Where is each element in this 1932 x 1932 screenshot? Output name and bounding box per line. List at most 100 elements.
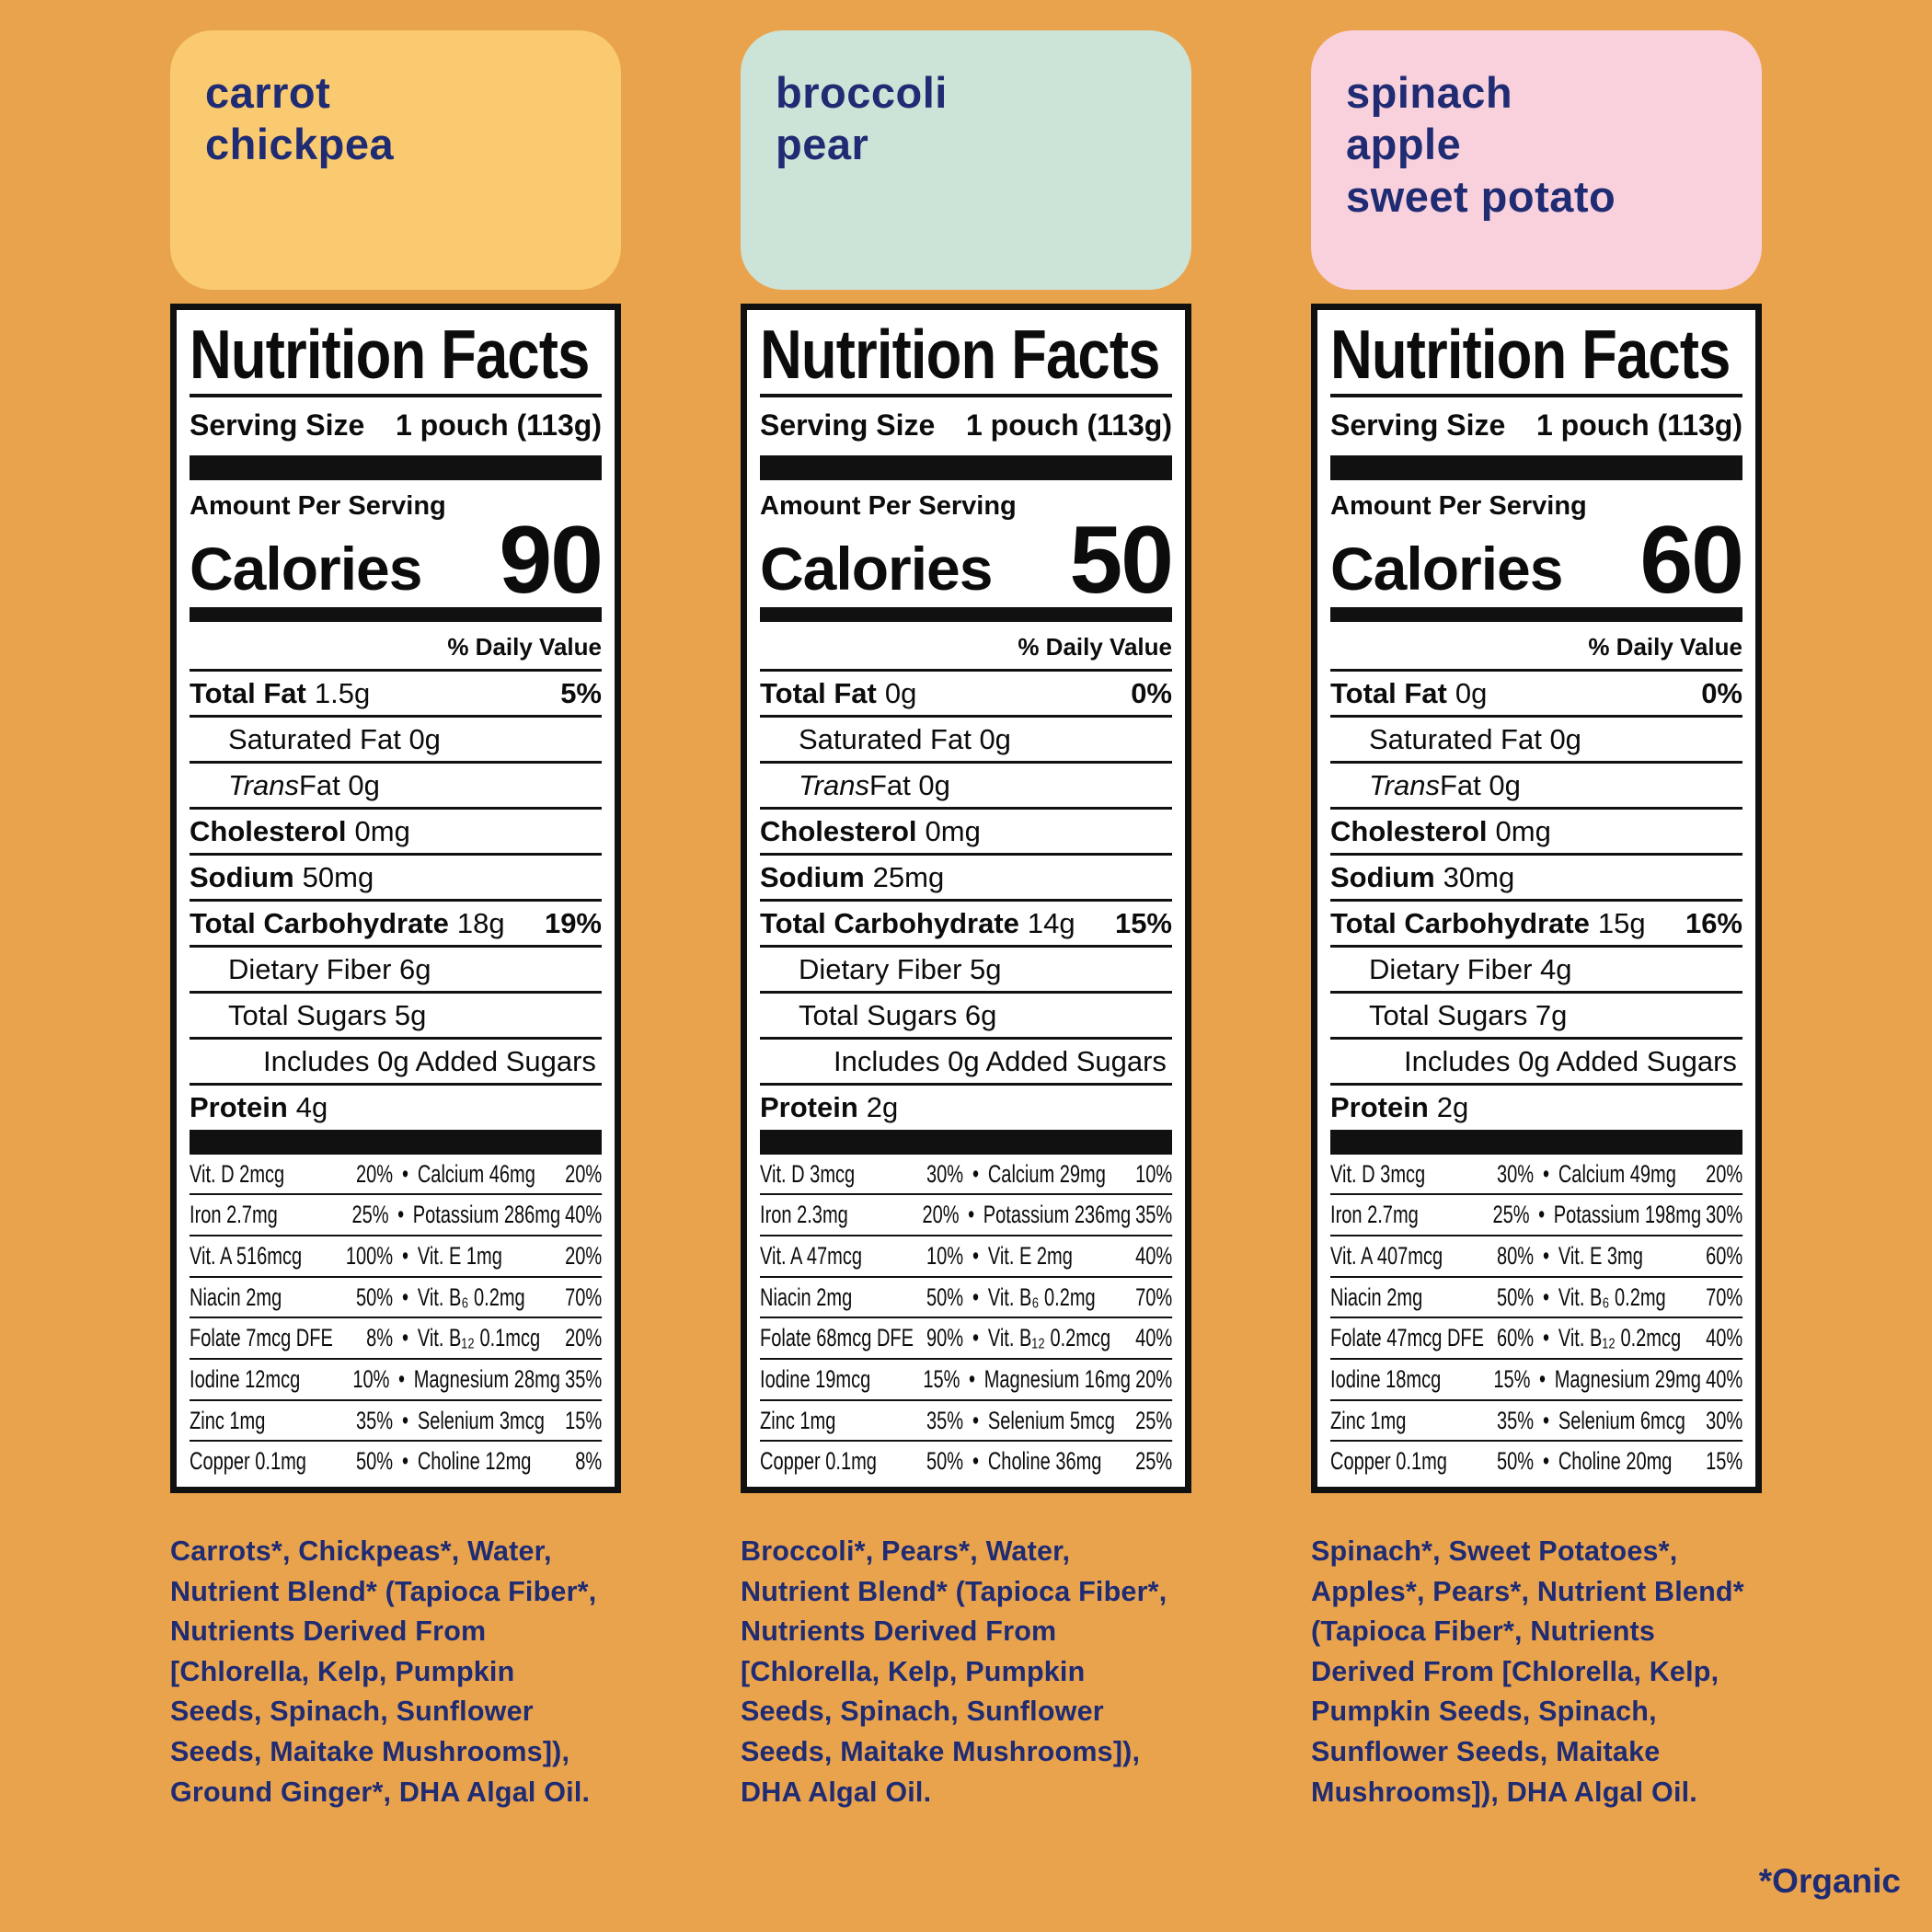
product-badge: broccoli pear bbox=[741, 30, 1191, 290]
micro-right-name: Vit. B₁₂ 0.2mcg bbox=[1558, 1324, 1682, 1352]
micro-left-name: Niacin 2mg bbox=[1330, 1282, 1423, 1311]
micro-right-name: Vit. B₁₂ 0.1mcg bbox=[417, 1324, 541, 1352]
micronutrients-table: Vit. D 3mcg 30% • Calcium 29mg 10% Iron … bbox=[760, 1155, 1173, 1478]
micro-left-percent: 15% bbox=[923, 1364, 960, 1393]
micro-right-percent: 15% bbox=[565, 1406, 603, 1434]
nutrient-row-cholesterol: Cholesterol 0mg bbox=[1330, 810, 1742, 856]
bullet-icon: • bbox=[972, 1447, 979, 1476]
micro-left-percent: 50% bbox=[1497, 1447, 1535, 1476]
daily-value-header: % Daily Value bbox=[760, 622, 1172, 672]
nutrient-row-total-fat: Total Fat 0g 0% bbox=[1330, 672, 1742, 718]
calories-label: Calories bbox=[760, 534, 993, 603]
micro-left-percent: 90% bbox=[926, 1324, 964, 1352]
serving-size-label: Serving Size bbox=[190, 408, 365, 442]
micro-right-name: Vit. B₆ 0.2mg bbox=[987, 1282, 1096, 1311]
micro-left-percent: 35% bbox=[926, 1406, 964, 1434]
micro-left-percent: 35% bbox=[356, 1406, 394, 1434]
nutrient-row-trans-fat: Trans Fat 0g bbox=[190, 764, 602, 810]
thick-bar bbox=[1330, 454, 1742, 480]
nutrient-value: 50mg bbox=[302, 860, 374, 893]
nutrient-name: Protein bbox=[1330, 1091, 1429, 1124]
thick-bar bbox=[1330, 1129, 1742, 1155]
daily-value-header: % Daily Value bbox=[1330, 622, 1742, 672]
nutrient-value: 2g bbox=[866, 1091, 899, 1124]
nutrient-row-total-sugars: Total Sugars 6g bbox=[760, 994, 1172, 1041]
micronutrient-row: Folate 47mcg DFE 60% • Vit. B₁₂ 0.2mcg 4… bbox=[1330, 1318, 1743, 1360]
nutrient-value: 30mg bbox=[1443, 860, 1515, 893]
nutrient-row-total-carbohydrate: Total Carbohydrate 14g 15% bbox=[760, 902, 1172, 949]
micronutrient-row: Iron 2.7mg 25% • Potassium 286mg 40% bbox=[190, 1195, 603, 1236]
micro-right-percent: 30% bbox=[1706, 1201, 1743, 1229]
amount-per-serving-label: Amount Per Serving bbox=[190, 490, 446, 521]
bullet-icon: • bbox=[401, 1447, 408, 1476]
micro-right-percent: 40% bbox=[565, 1201, 603, 1229]
micro-right-percent: 40% bbox=[1706, 1364, 1743, 1393]
product-column-2: spinach apple sweet potato Nutrition Fac… bbox=[1311, 30, 1762, 1812]
nutrient-value: 0mg bbox=[925, 814, 981, 847]
bullet-icon: • bbox=[401, 1406, 408, 1434]
nutrient-row-total-carbohydrate: Total Carbohydrate 15g 16% bbox=[1330, 902, 1742, 949]
bullet-icon: • bbox=[1542, 1324, 1549, 1352]
micro-left-percent: 30% bbox=[1497, 1159, 1535, 1188]
micro-left-name: Copper 0.1mg bbox=[190, 1447, 306, 1476]
micro-right-percent: 20% bbox=[1706, 1159, 1743, 1188]
nutrient-row-total-fat: Total Fat 0g 0% bbox=[760, 672, 1172, 718]
bullet-icon: • bbox=[1542, 1241, 1549, 1270]
bullet-icon: • bbox=[1538, 1201, 1546, 1229]
calories-label: Calories bbox=[190, 534, 422, 603]
thick-bar bbox=[190, 1129, 602, 1155]
bullet-icon: • bbox=[401, 1241, 408, 1270]
nutrient-name: Total Fat bbox=[190, 676, 306, 709]
micronutrient-row: Copper 0.1mg 50% • Choline 20mg 15% bbox=[1330, 1442, 1742, 1478]
bullet-icon: • bbox=[401, 1159, 408, 1188]
nutrient-row-added-sugars: Includes 0g Added Sugars bbox=[190, 1040, 602, 1087]
micronutrient-row: Vit. D 3mcg 30% • Calcium 29mg 10% bbox=[760, 1155, 1173, 1196]
micronutrient-row: Iodine 18mcg 15% • Magnesium 29mg 40% bbox=[1330, 1360, 1743, 1401]
nutrient-row-added-sugars: Includes 0g Added Sugars bbox=[1330, 1040, 1742, 1087]
product-name: broccoli pear bbox=[776, 68, 948, 169]
micro-left-percent: 25% bbox=[1492, 1201, 1530, 1229]
nutrient-name: Protein bbox=[760, 1091, 858, 1124]
nutrient-row-saturated-fat: Saturated Fat 0g bbox=[1330, 718, 1742, 764]
micro-left-name: Folate 7mcg DFE bbox=[190, 1324, 333, 1352]
micro-left-name: Vit. A 407mcg bbox=[1330, 1241, 1443, 1270]
nutrient-row-cholesterol: Cholesterol 0mg bbox=[760, 810, 1172, 856]
micro-right-percent: 70% bbox=[1706, 1282, 1743, 1311]
micro-left-percent: 50% bbox=[926, 1447, 964, 1476]
thick-bar bbox=[760, 606, 1172, 622]
amount-per-serving-label: Amount Per Serving bbox=[1330, 490, 1587, 521]
calories-value: 60 bbox=[1639, 506, 1744, 614]
thick-bar bbox=[760, 1129, 1172, 1155]
nutrient-value: 0g bbox=[1455, 676, 1488, 709]
nutrient-daily-value: 15% bbox=[1114, 907, 1172, 940]
micronutrient-row: Vit. A 516mcg 100% • Vit. E 1mg 20% bbox=[190, 1236, 603, 1278]
micro-right-name: Selenium 6mcg bbox=[1558, 1406, 1685, 1434]
bullet-icon: • bbox=[969, 1364, 976, 1393]
nutrient-text-italic: Trans bbox=[228, 768, 299, 801]
nutrient-text: Includes 0g Added Sugars bbox=[263, 1045, 596, 1078]
nutrient-row-protein: Protein 2g bbox=[1330, 1086, 1742, 1129]
nutrient-name: Cholesterol bbox=[1330, 814, 1488, 847]
divider bbox=[1330, 393, 1742, 397]
micro-left-name: Folate 47mcg DFE bbox=[1330, 1324, 1485, 1352]
micro-right-percent: 40% bbox=[1135, 1241, 1173, 1270]
micro-right-name: Calcium 49mg bbox=[1558, 1159, 1676, 1188]
amount-per-serving-label: Amount Per Serving bbox=[760, 490, 1017, 521]
nutrient-value: 0mg bbox=[354, 814, 410, 847]
micronutrient-row: Folate 7mcg DFE 8% • Vit. B₁₂ 0.1mcg 20% bbox=[190, 1318, 603, 1360]
micro-right-name: Magnesium 29mg bbox=[1554, 1364, 1701, 1393]
micro-right-percent: 20% bbox=[565, 1241, 603, 1270]
micro-right-name: Potassium 236mg bbox=[983, 1201, 1132, 1229]
nutrient-name: Total Fat bbox=[760, 676, 877, 709]
nutrient-text: Saturated Fat 0g bbox=[228, 722, 441, 755]
micro-left-name: Iron 2.3mg bbox=[760, 1201, 848, 1229]
bullet-icon: • bbox=[972, 1324, 979, 1352]
nutrient-row-saturated-fat: Saturated Fat 0g bbox=[760, 718, 1172, 764]
bullet-icon: • bbox=[1539, 1364, 1547, 1393]
micro-left-percent: 50% bbox=[356, 1282, 394, 1311]
bullet-icon: • bbox=[397, 1201, 405, 1229]
micro-right-percent: 35% bbox=[565, 1364, 603, 1393]
micro-left-percent: 100% bbox=[345, 1241, 394, 1270]
ingredients-text: Spinach*, Sweet Potatoes*, Apples*, Pear… bbox=[1311, 1535, 1744, 1808]
micro-right-name: Calcium 29mg bbox=[987, 1159, 1106, 1188]
